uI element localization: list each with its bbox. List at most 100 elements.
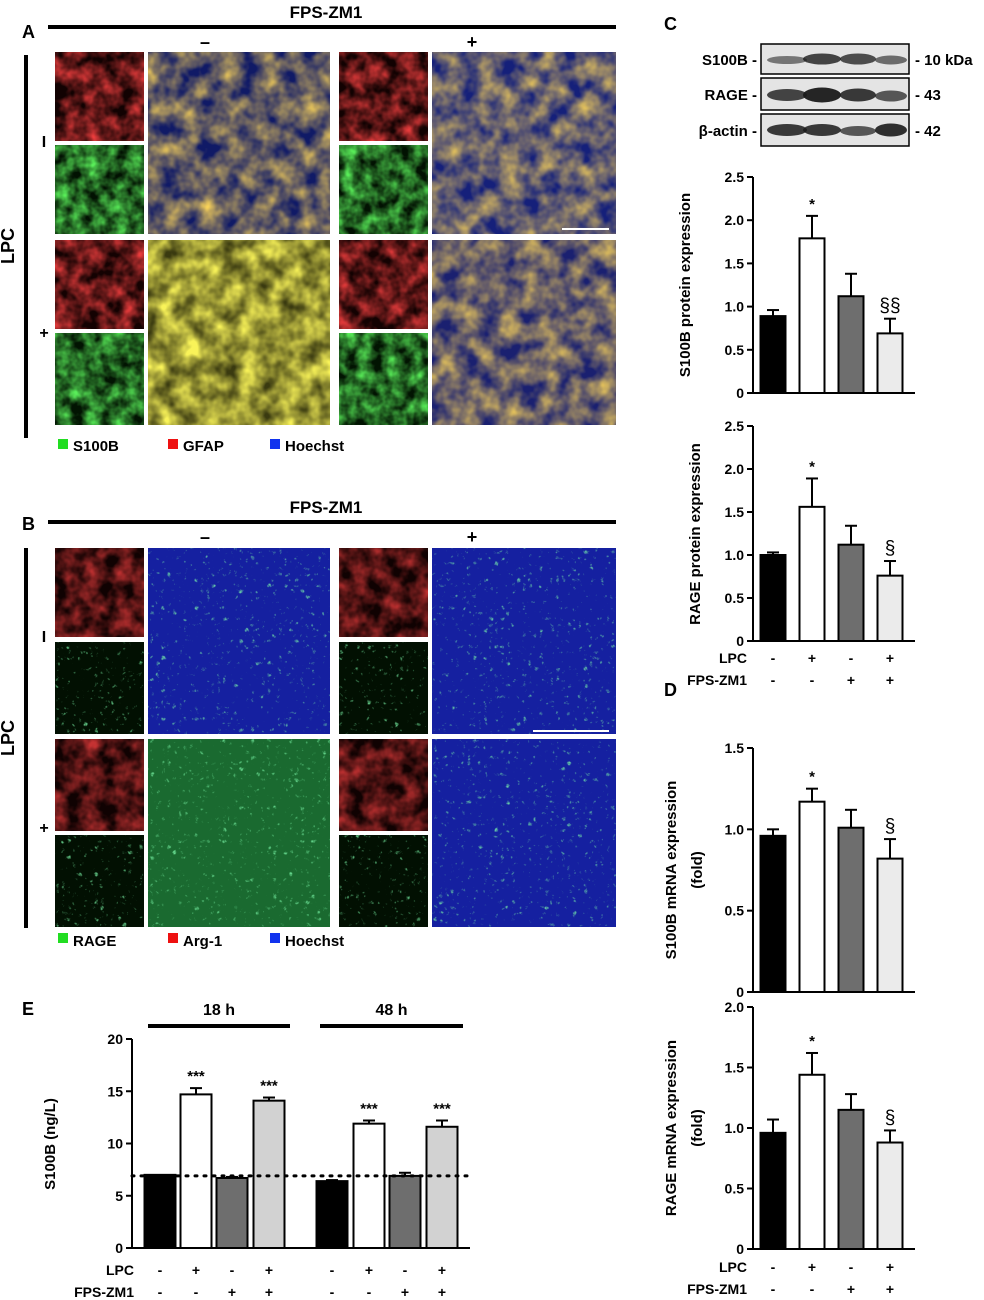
bar [876, 857, 904, 994]
y-tick-label: 0.5 [725, 342, 745, 358]
y-tick-label: 0 [736, 984, 744, 1000]
bar [876, 574, 904, 643]
condition-value: - [194, 1284, 199, 1300]
blot-row-name: RAGE - [705, 87, 758, 104]
y-tick-label: 1.5 [725, 740, 745, 756]
bar [759, 834, 787, 994]
y-axis-label: S100B protein expression [677, 193, 694, 377]
condition-value: - [810, 1281, 815, 1297]
significance-label: *** [433, 1101, 451, 1118]
significance-label: *** [187, 1068, 205, 1085]
blot-band [767, 56, 807, 64]
condition-value: + [886, 672, 894, 688]
y-tick-label: 1.5 [725, 504, 745, 520]
panel-b-treatment-header: FPS-ZM1 [290, 498, 363, 517]
condition-value: + [886, 1281, 894, 1297]
y-tick-label: 20 [107, 1031, 123, 1047]
y-axis-label: RAGE mRNA expression [663, 1040, 680, 1216]
panel-a-treatment-header: FPS-ZM1 [290, 3, 363, 22]
bar [352, 1122, 386, 1250]
bar [798, 1073, 826, 1251]
blot-band [803, 87, 841, 103]
condition-value: + [886, 1259, 894, 1275]
panel-b-legend: RAGE Arg-1 Hoechst [58, 933, 344, 950]
blot-row-name: S100B - [702, 52, 757, 69]
y-tick-label: 0 [736, 633, 744, 649]
bar [837, 1108, 865, 1250]
y-axis-label: S100B (ng/L) [42, 1098, 59, 1190]
y-tick-label: 0 [736, 1241, 744, 1257]
bar [876, 1141, 904, 1251]
bar [837, 826, 865, 993]
bar [798, 237, 826, 394]
condition-value: + [265, 1262, 273, 1278]
condition-value: - [367, 1284, 372, 1300]
bar [425, 1125, 459, 1250]
condition-value: + [847, 1281, 855, 1297]
legend-swatch [168, 933, 178, 943]
y-axis-label: S100B mRNA expression [663, 781, 680, 960]
y-tick-label: 1.0 [725, 299, 745, 315]
bar [179, 1093, 213, 1250]
bar [759, 315, 787, 395]
significance-label: § [885, 816, 896, 837]
bar [252, 1099, 286, 1250]
condition-label: FPS-ZM1 [687, 672, 747, 688]
blot-band [767, 89, 807, 101]
panel-a-row-title: LPC [0, 228, 18, 264]
y-tick-label: 2.5 [725, 418, 745, 434]
bar [315, 1180, 349, 1249]
significance-label: § [885, 538, 896, 559]
panel-b-row-title: LPC [0, 720, 18, 756]
y-axis-label: RAGE protein expression [687, 443, 704, 625]
blot-band [840, 53, 876, 65]
blot-band [875, 55, 907, 65]
y-tick-label: 1.0 [725, 1120, 745, 1136]
legend-swatch [168, 439, 178, 449]
y-tick-label: 2.5 [725, 169, 745, 185]
bar [759, 1131, 787, 1250]
panel-a-micrographs [55, 52, 616, 425]
condition-value: - [158, 1262, 163, 1278]
condition-value: - [771, 1259, 776, 1275]
panel-b-row-minus: I [42, 629, 46, 646]
y-tick-label: 1.0 [725, 547, 745, 563]
y-tick-label: 0.5 [725, 903, 745, 919]
y-tick-label: 2.0 [725, 461, 745, 477]
panel-d: D [664, 680, 677, 700]
condition-label: FPS-ZM1 [687, 1281, 747, 1297]
panel-b: B FPS-ZM1 – + LPC I + RAGE Arg-1 [0, 498, 616, 950]
y-tick-label: 0.5 [725, 1181, 745, 1197]
western-blot: S100B - RAGE - β-actin - - 10 kDa - 43 -… [699, 43, 973, 147]
condition-value: - [771, 672, 776, 688]
blot-row-size: - 10 kDa [915, 52, 973, 69]
significance-label: * [809, 769, 815, 786]
panel-a-legend: S100B GFAP Hoechst [58, 438, 344, 455]
bar [388, 1174, 422, 1250]
group-label: 48 h [375, 1002, 407, 1019]
legend-label: Arg-1 [183, 933, 222, 950]
blot-band [767, 124, 807, 136]
bar [876, 332, 904, 395]
condition-value: + [438, 1284, 446, 1300]
y-tick-label: 15 [107, 1083, 123, 1099]
condition-value: - [158, 1284, 163, 1300]
blot-row-size: - 42 [915, 123, 941, 140]
significance-label: § [885, 1107, 896, 1128]
condition-value: - [771, 1281, 776, 1297]
blot-band [803, 124, 841, 136]
blot-band [875, 90, 907, 102]
panel-e: E [22, 999, 34, 1019]
blot-band [840, 88, 876, 102]
panel-e-letter: E [22, 999, 34, 1019]
condition-value: + [365, 1262, 373, 1278]
panel-a-row-plus: + [39, 325, 48, 342]
condition-label: LPC [719, 650, 747, 666]
condition-value: + [886, 650, 894, 666]
condition-label: LPC [719, 1259, 747, 1275]
y-tick-label: 2.0 [725, 999, 745, 1015]
panel-c-letter: C [664, 14, 677, 34]
panel-b-col-plus: + [467, 527, 478, 547]
condition-value: - [810, 672, 815, 688]
